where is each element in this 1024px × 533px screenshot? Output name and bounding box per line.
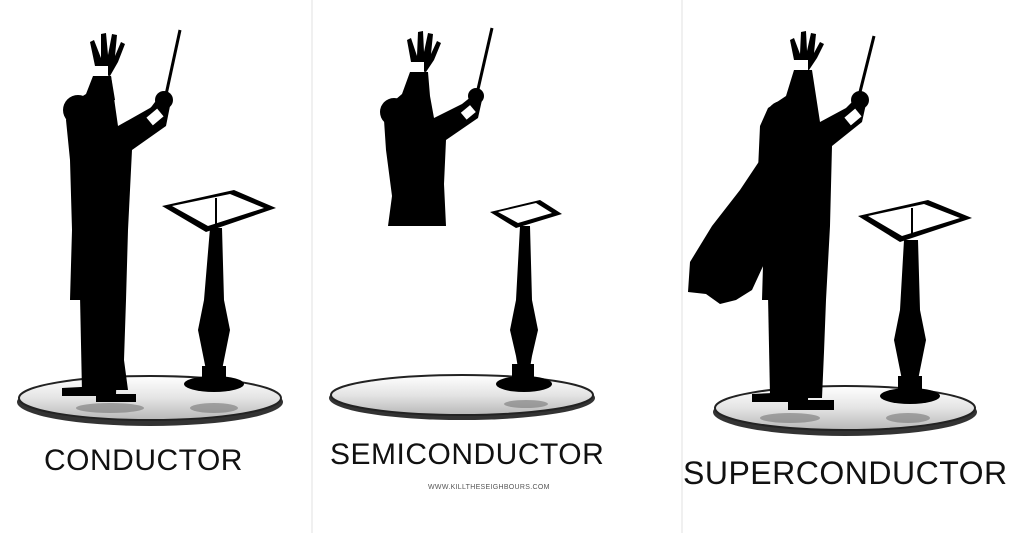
- music-stand: [162, 190, 276, 392]
- caption-conductor: CONDUCTOR: [44, 444, 243, 477]
- semiconductor-panel: [329, 27, 595, 420]
- conductor-silhouette: [62, 29, 182, 402]
- half-conductor-silhouette: [380, 27, 494, 226]
- caption-superconductor: SUPERCONDUCTOR: [683, 455, 1008, 491]
- music-stand: [858, 200, 972, 404]
- caped-conductor-silhouette: [688, 31, 876, 410]
- watermark-url: WWW.KILLTHESEIGHBOURS.COM: [428, 484, 550, 491]
- music-stand: [490, 200, 562, 392]
- conductor-panel: [17, 29, 283, 426]
- caption-semiconductor: SEMICONDUCTOR: [330, 438, 605, 471]
- platform-disc: [329, 374, 595, 420]
- superconductor-panel: [688, 31, 977, 436]
